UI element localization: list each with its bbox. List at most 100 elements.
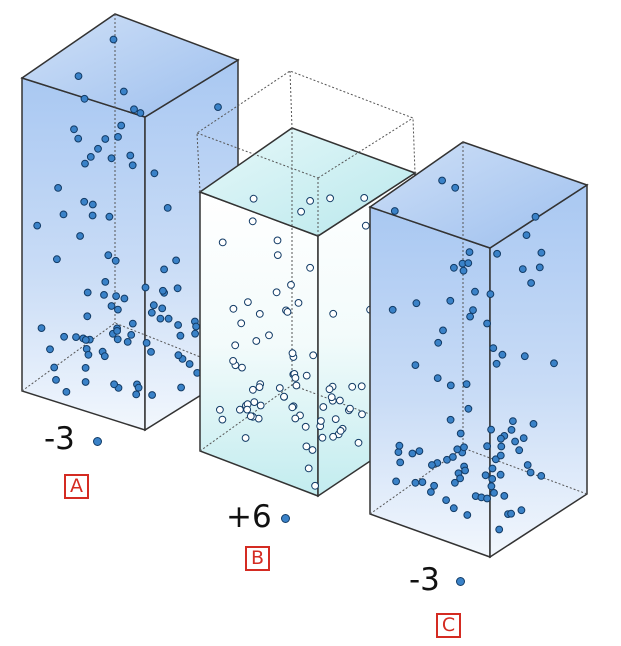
particle bbox=[483, 494, 492, 503]
particle bbox=[173, 284, 182, 293]
particle bbox=[497, 442, 506, 451]
particle bbox=[396, 458, 405, 467]
particle bbox=[489, 344, 498, 353]
particle bbox=[442, 496, 451, 505]
particle bbox=[329, 309, 338, 318]
particle bbox=[451, 183, 460, 192]
particle bbox=[156, 314, 165, 323]
particle bbox=[288, 349, 297, 358]
particle bbox=[487, 482, 496, 491]
container-a-count: -3 bbox=[44, 421, 75, 457]
particle bbox=[439, 326, 447, 335]
particle bbox=[309, 351, 318, 360]
particle bbox=[280, 392, 288, 401]
particle bbox=[83, 288, 92, 297]
particle bbox=[507, 426, 516, 434]
particle bbox=[252, 337, 261, 345]
particle bbox=[236, 405, 244, 414]
particle bbox=[113, 327, 121, 335]
particle bbox=[483, 442, 492, 451]
container-c-front-face bbox=[369, 205, 491, 559]
particle bbox=[141, 283, 150, 292]
particle bbox=[100, 291, 108, 299]
particle bbox=[498, 350, 507, 359]
particle bbox=[418, 478, 427, 487]
particle bbox=[88, 211, 97, 220]
particle bbox=[107, 154, 116, 163]
particle bbox=[496, 451, 505, 460]
particle bbox=[464, 404, 473, 413]
particle bbox=[411, 361, 420, 370]
container-c-count: -3 bbox=[409, 562, 440, 598]
particle bbox=[464, 259, 473, 268]
container-c-top-face bbox=[368, 141, 589, 249]
particle bbox=[520, 352, 529, 361]
particle bbox=[241, 434, 250, 442]
particle bbox=[74, 72, 83, 80]
particle bbox=[174, 321, 183, 329]
particle bbox=[522, 231, 531, 240]
particle bbox=[114, 133, 122, 141]
particle bbox=[460, 443, 468, 452]
particle bbox=[438, 176, 447, 185]
particle bbox=[463, 511, 472, 519]
particle bbox=[134, 383, 143, 392]
particle bbox=[491, 455, 500, 464]
particle bbox=[446, 415, 455, 424]
container-b-front-face bbox=[199, 190, 319, 498]
particle bbox=[111, 256, 120, 265]
particle bbox=[537, 472, 546, 480]
particle bbox=[325, 385, 334, 394]
particle bbox=[449, 504, 458, 513]
particle bbox=[497, 434, 505, 443]
particle bbox=[81, 364, 90, 372]
particle bbox=[550, 359, 558, 368]
particle bbox=[451, 478, 459, 487]
particle bbox=[128, 161, 137, 170]
particle bbox=[311, 481, 320, 490]
particle bbox=[273, 251, 282, 260]
particle bbox=[331, 415, 340, 424]
particle bbox=[481, 471, 490, 480]
particle bbox=[176, 331, 185, 340]
particle bbox=[123, 338, 132, 346]
particle bbox=[72, 333, 80, 342]
particle bbox=[237, 319, 246, 328]
particle bbox=[319, 403, 328, 411]
container-b-original-level-outline bbox=[196, 70, 416, 452]
container-c-label: C bbox=[436, 613, 461, 638]
particle bbox=[119, 87, 128, 96]
particle bbox=[136, 109, 145, 117]
particle bbox=[496, 470, 505, 479]
particle bbox=[86, 153, 95, 161]
particle bbox=[185, 360, 194, 368]
particle bbox=[348, 382, 357, 391]
particle bbox=[336, 427, 345, 435]
container-a-label: A bbox=[64, 474, 89, 499]
particle bbox=[515, 446, 524, 455]
particle bbox=[256, 401, 265, 410]
particle bbox=[462, 380, 471, 389]
particle bbox=[238, 363, 246, 372]
particle bbox=[120, 294, 129, 303]
container-c bbox=[368, 141, 589, 559]
particle bbox=[112, 292, 120, 301]
particle bbox=[535, 263, 544, 272]
particle bbox=[113, 335, 122, 344]
particle bbox=[327, 393, 336, 402]
particle bbox=[459, 266, 468, 275]
particle bbox=[191, 329, 200, 338]
particle bbox=[390, 207, 399, 215]
particle bbox=[446, 296, 455, 305]
particle bbox=[507, 509, 516, 518]
particle bbox=[52, 376, 60, 384]
particle bbox=[526, 468, 535, 477]
particle bbox=[361, 221, 370, 230]
particle bbox=[492, 359, 501, 368]
particle bbox=[527, 279, 535, 287]
particle bbox=[255, 383, 264, 392]
particle bbox=[483, 319, 492, 328]
particle bbox=[392, 477, 401, 486]
particle bbox=[273, 236, 282, 245]
particle bbox=[537, 248, 546, 257]
